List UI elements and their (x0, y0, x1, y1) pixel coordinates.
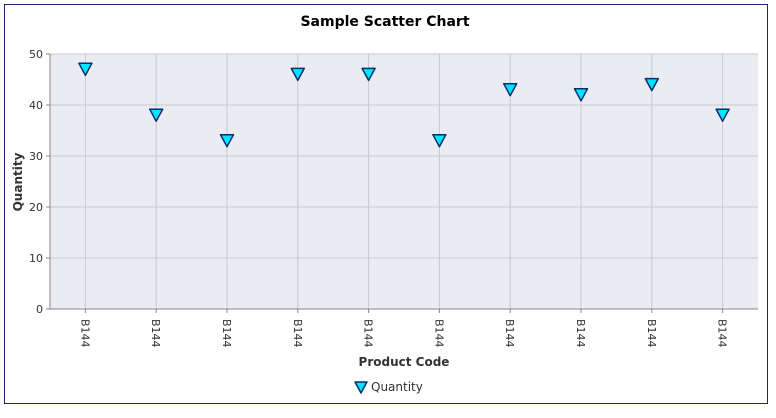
data-point (432, 133, 447, 148)
axes (49, 54, 758, 310)
y-axis-title: Quantity (11, 152, 25, 211)
x-tick-label: B144 (291, 319, 304, 348)
x-tick-label: B144 (716, 319, 729, 348)
legend-label-quantity: Quantity (371, 380, 423, 394)
data-point (715, 108, 730, 122)
y-tick-label: 10 (29, 252, 43, 265)
y-tick-label: 50 (29, 48, 43, 61)
x-tick-label: B144 (645, 319, 658, 348)
x-tick-label: B144 (362, 319, 375, 348)
data-point (644, 77, 660, 92)
data-point (502, 82, 518, 97)
data-point (573, 88, 589, 102)
y-tick-label: 40 (29, 99, 43, 112)
plot-area (50, 54, 758, 309)
x-tick-label: B144 (574, 319, 587, 348)
y-tick-label: 0 (36, 303, 43, 316)
data-point (290, 67, 306, 82)
x-tick-label: B144 (220, 319, 233, 348)
y-tick-label: 20 (29, 201, 43, 214)
x-tick-label: B144 (78, 319, 91, 348)
data-point (78, 62, 93, 77)
data-point (219, 133, 235, 148)
chart-title: Sample Scatter Chart (300, 14, 469, 30)
data-point (361, 67, 376, 82)
plot-background (50, 54, 758, 309)
x-tick-label: B144 (503, 319, 516, 348)
legend: Quantity (354, 380, 423, 394)
x-tick-label: B144 (432, 319, 445, 348)
data-points (78, 62, 730, 148)
grid-lines (50, 53, 758, 309)
y-tick-labels: 0 10 20 30 40 50 (29, 48, 50, 316)
data-point (148, 108, 164, 122)
x-axis-title: Product Code (359, 355, 450, 369)
x-tick-labels: B144 B144 B144 B144 B144 B144 B144 B144 B144 B144 (78, 309, 729, 348)
legend-marker-quantity (354, 381, 368, 394)
y-tick-label: 30 (29, 150, 43, 163)
x-tick-label: B144 (149, 319, 162, 348)
